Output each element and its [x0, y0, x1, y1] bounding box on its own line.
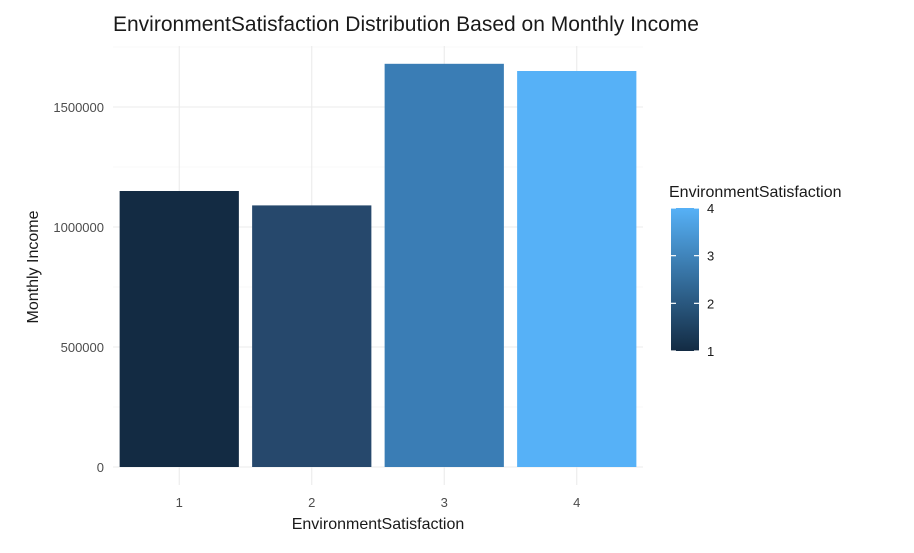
colorbar-label: 2	[707, 296, 714, 311]
bar	[252, 205, 372, 467]
bar-series	[119, 63, 637, 468]
y-axis-title: Monthly Income	[25, 210, 42, 323]
y-tick-label: 1500000	[53, 100, 104, 115]
y-axis-ticks: 0 500000 1000000 1500000	[53, 100, 104, 475]
colorbar-label: 1	[707, 344, 714, 359]
y-tick-label: 1000000	[53, 220, 104, 235]
colorbar-ticks: 1 2 3 4	[671, 201, 714, 359]
x-axis-title: EnvironmentSatisfaction	[292, 516, 465, 533]
x-tick-label: 2	[308, 495, 315, 510]
y-tick-label: 0	[97, 460, 104, 475]
bar	[119, 191, 239, 467]
colorbar	[671, 208, 699, 351]
x-tick-label: 1	[176, 495, 183, 510]
legend-title: EnvironmentSatisfaction	[669, 184, 842, 201]
x-axis-ticks: 1 2 3 4	[176, 495, 581, 510]
chart-title: EnvironmentSatisfaction Distribution Bas…	[113, 13, 699, 36]
colorbar-label: 3	[707, 249, 714, 264]
x-tick-label: 3	[441, 495, 448, 510]
bar	[517, 71, 637, 467]
colorbar-label: 4	[707, 201, 714, 216]
color-legend: EnvironmentSatisfaction 1 2 3 4	[669, 184, 842, 359]
bar	[384, 63, 504, 468]
x-tick-label: 4	[573, 495, 580, 510]
y-tick-label: 500000	[61, 340, 104, 355]
